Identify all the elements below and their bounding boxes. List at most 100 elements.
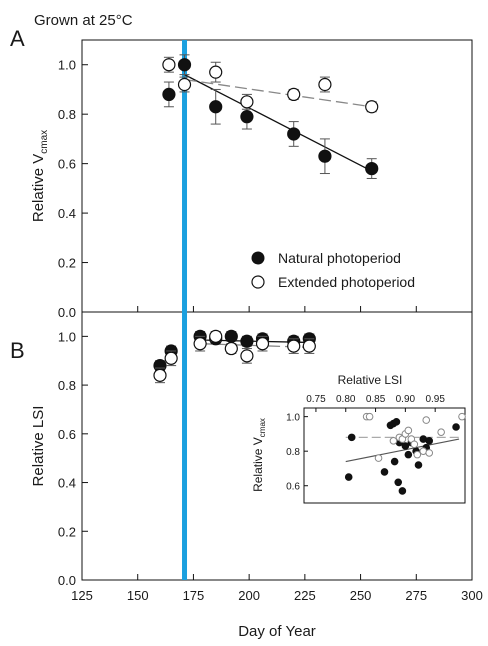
- inset-xtick-label: 0.80: [336, 394, 356, 405]
- x-tick-label: 250: [350, 588, 372, 603]
- inset-xtick-label: 0.95: [425, 394, 445, 405]
- panel-b-ytick-label: 0.4: [58, 476, 76, 491]
- inset-point-natural: [398, 487, 407, 495]
- inset-point-natural: [425, 437, 434, 445]
- panel-a-point-natural: [240, 110, 254, 124]
- panel-a-ytick-label: 0.2: [58, 256, 76, 271]
- inset-point-extended: [458, 412, 466, 421]
- inset-xtick-label: 0.75: [306, 394, 326, 405]
- inset-point-natural: [394, 478, 403, 487]
- inset-point-extended: [422, 416, 431, 424]
- panel-a-point-extended: [209, 65, 223, 79]
- inset-ticks: 0.75 0.80 0.85 0.90 0.95 0.6 0.8 1.0: [286, 394, 445, 493]
- panel-a-ytick-label: 0.4: [58, 206, 76, 221]
- panel-a-point-natural: [287, 127, 301, 141]
- panel-a-point-extended: [240, 95, 254, 109]
- panel-a-point-extended: [365, 100, 379, 114]
- inset-xtick-label: 0.85: [366, 394, 386, 405]
- panel-b-ytick-label: 0.6: [58, 427, 76, 442]
- panel-a-frame: [81, 39, 473, 313]
- inset-point-natural: [344, 473, 353, 481]
- panel-a-point-natural: [209, 100, 223, 114]
- inset-fit-solid: [345, 438, 460, 463]
- panel-a-point-extended: [287, 87, 301, 102]
- inset-point-natural: [392, 418, 401, 426]
- inset-point-extended: [365, 412, 374, 421]
- inset-point-extended: [425, 449, 434, 457]
- panel-b-ytick-label: 1.0: [58, 329, 76, 344]
- inset-point-extended: [389, 437, 398, 445]
- legend-marker-filled: [251, 251, 265, 265]
- legend-label-extended: Extended photoperiod: [278, 274, 415, 290]
- panel-a-points: [162, 54, 379, 179]
- inset-point-extended: [413, 450, 422, 459]
- panel-b-point-natural: [240, 334, 254, 348]
- panel-b-point-extended: [153, 368, 167, 382]
- inset-ytick-label: 0.8: [286, 447, 300, 458]
- legend-marker-open: [251, 275, 265, 289]
- x-tick-label: 150: [127, 588, 149, 603]
- panel-b-letter: B: [10, 338, 25, 363]
- panel-b-point-natural: [224, 329, 238, 343]
- x-tick-label: 300: [461, 588, 483, 603]
- panel-a-point-extended: [177, 77, 192, 92]
- panel-b-point-extended: [255, 337, 270, 351]
- inset: Relative LSI Relative Vcmax 0.75 0.80 0.85…: [251, 373, 466, 504]
- inset-point-natural: [452, 423, 460, 431]
- panel-a-letter: A: [10, 26, 25, 51]
- panel-b-points: [153, 329, 316, 384]
- panel-b-point-extended: [209, 329, 223, 343]
- panel-b-ticks: 0.0 0.2 0.4 0.6 0.8 1.0: [58, 329, 473, 588]
- inset-point-extended: [404, 426, 413, 435]
- inset-point-natural: [414, 461, 423, 469]
- inset-xtick-label: 0.90: [396, 394, 416, 405]
- panel-a-point-natural: [318, 149, 332, 163]
- x-axis-label: Day of Year: [238, 623, 316, 640]
- x-tick-label: 275: [405, 588, 427, 603]
- panel-a-ytick-label: 0.6: [58, 157, 76, 172]
- inset-ylabel: Relative Vcmax: [251, 418, 267, 492]
- panel-a-ytick-label: 0.0: [58, 305, 76, 320]
- x-tick-label: 175: [183, 588, 205, 603]
- panel-a-point-extended: [162, 58, 176, 72]
- inset-point-natural: [380, 468, 389, 476]
- inset-point-natural: [404, 450, 413, 459]
- panel-a-point-natural: [162, 87, 176, 102]
- inset-xlabel: Relative LSI: [338, 373, 403, 387]
- panel-b-point-extended: [224, 341, 238, 356]
- x-tick-label: 225: [294, 588, 316, 603]
- legend-label-natural: Natural photoperiod: [278, 250, 401, 266]
- panel-b-ytick-label: 0.8: [58, 378, 76, 393]
- panel-a-fit-dashed: [184, 78, 372, 108]
- panel-a-point-natural: [177, 58, 192, 72]
- inset-frame: [303, 407, 466, 504]
- panel-a-ylabel: Relative Vcmax: [30, 130, 50, 222]
- inset-point-natural: [401, 442, 410, 450]
- inset-point-extended: [410, 440, 419, 449]
- inset-point-extended: [374, 454, 383, 462]
- panel-b-ylabel: Relative LSI: [30, 406, 47, 487]
- panel-b-ytick-label: 0.2: [58, 524, 76, 539]
- panel-a-ticks: 0.0 0.2 0.4 0.6 0.8 1.0: [58, 58, 473, 320]
- figure-title: Grown at 25°C: [34, 12, 133, 29]
- legend: Natural photoperiod Extended photoperiod: [251, 250, 415, 290]
- x-axis-ticks: 125 150 175 200 225 250 275 300: [71, 588, 483, 603]
- panel-b-point-extended: [164, 351, 178, 365]
- panel-b-frame: [81, 311, 473, 581]
- panel-b-point-extended: [240, 349, 254, 363]
- panel-b-ytick-label: 0.0: [58, 573, 76, 588]
- inset-point-natural: [390, 457, 399, 466]
- inset-ytick-label: 0.6: [286, 482, 300, 493]
- panel-a-point-extended: [318, 77, 332, 92]
- panel-a-ytick-label: 1.0: [58, 58, 76, 73]
- panel-b-point-extended: [302, 339, 316, 353]
- inset-point-extended: [437, 428, 445, 436]
- x-tick-label: 200: [238, 588, 260, 603]
- inset-points: [344, 412, 466, 495]
- inset-ytick-label: 1.0: [286, 413, 300, 424]
- panel-b-point-extended: [287, 339, 301, 353]
- panel-a-ytick-label: 0.8: [58, 107, 76, 122]
- panel-b-point-extended: [193, 337, 207, 351]
- inset-point-natural: [347, 433, 356, 442]
